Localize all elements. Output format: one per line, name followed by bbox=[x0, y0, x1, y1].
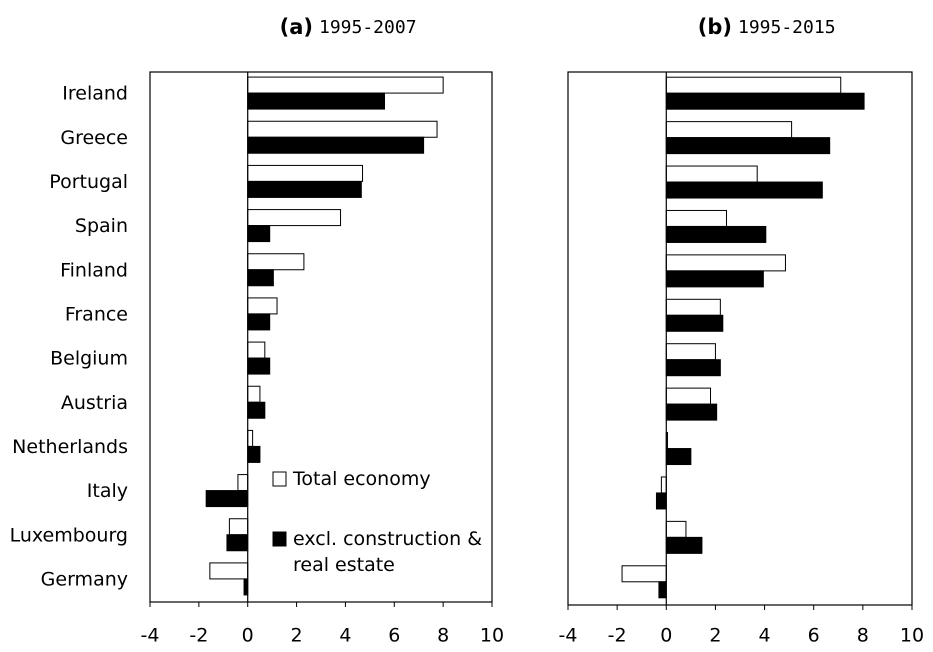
panel-label: (a) bbox=[280, 15, 313, 39]
x-tick-label: 6 bbox=[808, 625, 820, 647]
chart-title: 1995-2007 bbox=[319, 17, 417, 38]
y-tick-label: Portugal bbox=[49, 171, 128, 193]
bar bbox=[247, 357, 271, 375]
bar bbox=[247, 341, 266, 359]
bar bbox=[209, 562, 249, 580]
plot-frame bbox=[567, 71, 913, 606]
chart-title: 1995-2015 bbox=[738, 17, 836, 38]
y-tick-label: Ireland bbox=[62, 83, 128, 105]
bar bbox=[665, 520, 687, 538]
y-tick-label: France bbox=[65, 303, 128, 325]
bar bbox=[658, 581, 667, 599]
bar bbox=[665, 76, 842, 94]
bar bbox=[665, 314, 724, 332]
bar bbox=[665, 536, 703, 554]
bar bbox=[247, 136, 425, 154]
plot-frame bbox=[149, 71, 493, 603]
bar bbox=[655, 492, 667, 510]
y-tick-label: Netherlands bbox=[12, 436, 128, 458]
bar bbox=[665, 403, 718, 421]
bar bbox=[247, 269, 274, 287]
bar bbox=[665, 181, 823, 199]
bar bbox=[247, 401, 266, 419]
bar bbox=[665, 137, 831, 155]
bar bbox=[665, 92, 865, 110]
bar bbox=[665, 448, 692, 466]
bar bbox=[665, 209, 727, 227]
bar bbox=[247, 120, 438, 138]
bar bbox=[665, 254, 786, 272]
bar bbox=[665, 165, 758, 183]
x-tick-label: -2 bbox=[608, 625, 627, 647]
x-tick-label: 0 bbox=[660, 625, 672, 647]
x-tick-label: 2 bbox=[709, 625, 721, 647]
y-tick-label: Finland bbox=[60, 259, 128, 281]
bar bbox=[660, 476, 667, 494]
y-tick-label: Belgium bbox=[50, 348, 128, 370]
bar bbox=[247, 164, 364, 182]
y-tick-label: Greece bbox=[60, 127, 128, 149]
legend-swatch bbox=[272, 531, 287, 547]
x-tick-label: 6 bbox=[388, 625, 400, 647]
legend-label: Total economy bbox=[293, 468, 431, 490]
bar bbox=[665, 359, 721, 377]
x-tick-label: 10 bbox=[480, 625, 504, 647]
y-tick-label: Spain bbox=[75, 215, 128, 237]
bar bbox=[247, 180, 362, 198]
x-tick-label: -4 bbox=[559, 625, 578, 647]
legend-label: excl. construction & real estate bbox=[293, 528, 483, 576]
bar bbox=[247, 445, 261, 463]
bar bbox=[247, 385, 261, 403]
bar bbox=[247, 76, 444, 94]
bar bbox=[226, 534, 249, 552]
bar bbox=[665, 343, 716, 361]
bar bbox=[247, 92, 386, 110]
bar bbox=[665, 225, 767, 243]
bar bbox=[247, 297, 278, 315]
bar bbox=[621, 565, 667, 583]
x-tick-label: 10 bbox=[900, 625, 924, 647]
bar bbox=[247, 225, 271, 243]
y-tick-label: Austria bbox=[61, 392, 128, 414]
bar bbox=[247, 253, 305, 271]
legend-swatch bbox=[272, 471, 287, 487]
bar bbox=[665, 270, 764, 288]
x-tick-label: 4 bbox=[759, 625, 771, 647]
bar bbox=[247, 209, 342, 227]
bar bbox=[247, 313, 271, 331]
bar bbox=[205, 490, 249, 508]
x-tick-label: 8 bbox=[857, 625, 869, 647]
x-tick-label: 8 bbox=[437, 625, 449, 647]
panel-label: (b) bbox=[698, 15, 732, 39]
bar bbox=[237, 474, 249, 492]
bar bbox=[665, 121, 793, 139]
bar bbox=[247, 429, 254, 447]
x-tick-label: -2 bbox=[189, 625, 208, 647]
x-tick-label: 2 bbox=[291, 625, 303, 647]
bar bbox=[665, 387, 712, 405]
x-tick-label: 0 bbox=[242, 625, 254, 647]
y-tick-label: Germany bbox=[41, 568, 128, 590]
y-tick-label: Luxembourg bbox=[10, 524, 128, 546]
bar bbox=[665, 298, 721, 316]
x-tick-label: 4 bbox=[339, 625, 351, 647]
bar bbox=[228, 518, 249, 536]
x-tick-label: -4 bbox=[141, 625, 160, 647]
y-tick-label: Italy bbox=[87, 480, 128, 502]
